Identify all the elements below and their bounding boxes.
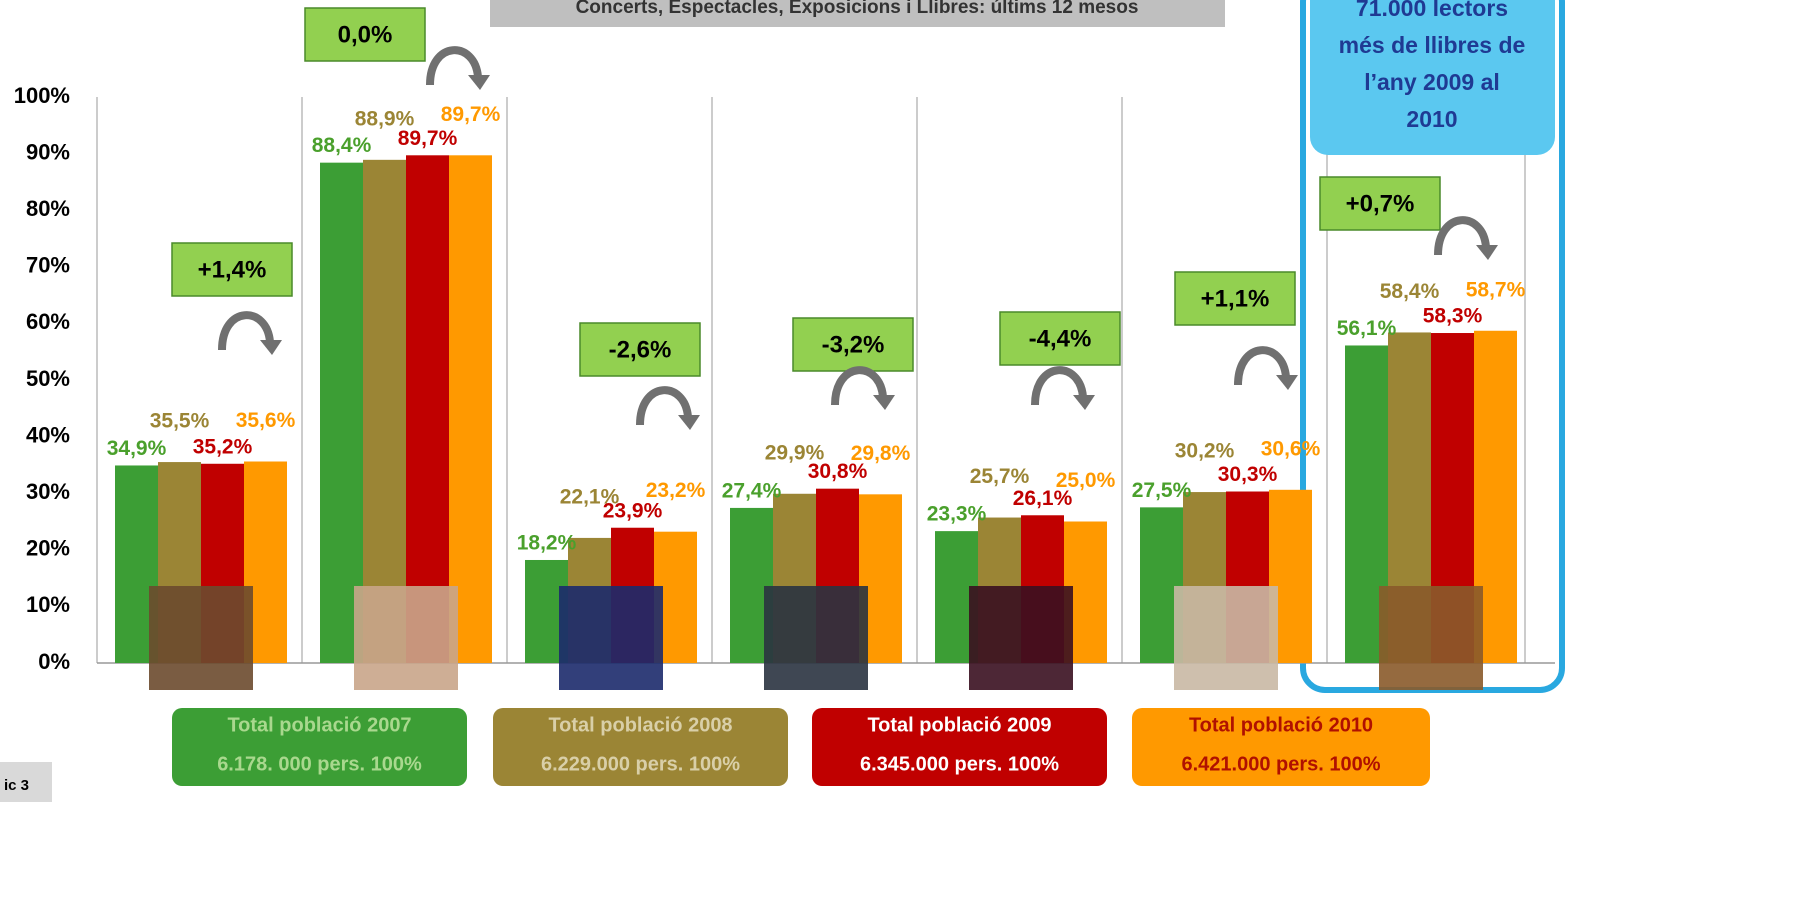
value-label: 25,7%	[970, 465, 1030, 488]
y-tick-label: 20%	[26, 536, 70, 561]
value-label: 89,7%	[398, 127, 458, 150]
value-label: 27,5%	[1132, 479, 1192, 502]
value-label: 30,2%	[1175, 440, 1235, 463]
change-box	[304, 7, 426, 62]
change-box	[579, 322, 701, 377]
title-box	[490, 0, 1225, 27]
y-tick-label: 90%	[26, 139, 70, 164]
change-arrowhead	[873, 395, 895, 410]
legend-note: 6.229.000 pers. 100%	[541, 753, 740, 775]
change-box	[999, 311, 1121, 366]
picture	[1174, 586, 1278, 690]
bar	[449, 155, 492, 663]
change-arrow	[831, 366, 887, 406]
change-arrow	[636, 386, 692, 426]
change-box	[1174, 271, 1296, 326]
value-label: 29,8%	[851, 442, 911, 465]
chart-title: Concerts, Espectacles, Exposicions i Lli…	[576, 0, 1139, 18]
value-label: 25,0%	[1056, 469, 1116, 492]
value-label: 30,3%	[1218, 463, 1278, 486]
value-label: 56,1%	[1337, 317, 1397, 340]
change-arrow	[426, 46, 482, 86]
y-tick-label: 30%	[26, 479, 70, 504]
change-arrow	[1234, 346, 1290, 386]
value-label: 29,9%	[765, 441, 825, 464]
value-label: 58,7%	[1466, 278, 1526, 301]
value-label: 35,6%	[236, 409, 296, 432]
footer-box	[0, 762, 52, 802]
value-label: 88,9%	[355, 107, 415, 130]
change-arrowhead	[1276, 375, 1298, 390]
callout-text: 71.000 lectors més de llibres de l’any 200…	[1339, 0, 1526, 132]
change-label: +0,7%	[1346, 190, 1415, 217]
legend-box	[1132, 708, 1430, 786]
value-label: 89,7%	[441, 103, 501, 126]
y-tick-label: 0%	[38, 649, 70, 674]
change-label: -4,4%	[1029, 325, 1092, 352]
value-label: 58,3%	[1423, 305, 1483, 328]
value-label: 35,5%	[150, 410, 210, 433]
value-label: 58,4%	[1380, 280, 1440, 303]
value-label: 88,4%	[312, 134, 372, 157]
change-arrowhead	[1476, 245, 1498, 260]
picture	[969, 586, 1073, 690]
picture	[354, 586, 458, 690]
change-box	[171, 242, 293, 297]
y-tick-label: 40%	[26, 422, 70, 447]
legend-note: 6.178. 000 pers. 100%	[217, 753, 422, 775]
value-label: 27,4%	[722, 479, 782, 502]
change-box	[1319, 176, 1441, 231]
legend-label: Total població 2007	[227, 714, 411, 736]
bar	[363, 159, 406, 664]
value-label: 23,3%	[927, 503, 987, 526]
change-arrowhead	[468, 75, 490, 90]
picture	[149, 586, 253, 690]
y-tick-label: 50%	[26, 366, 70, 391]
value-label: 30,8%	[808, 460, 868, 483]
change-arrow	[218, 311, 274, 351]
y-tick-label: 100%	[14, 83, 70, 108]
change-label: +1,1%	[1201, 285, 1270, 312]
callout-box	[1310, 0, 1555, 155]
y-tick-label: 60%	[26, 309, 70, 334]
legend-box	[172, 708, 467, 786]
y-tick-label: 10%	[26, 592, 70, 617]
legend-note: 6.421.000 pers. 100%	[1181, 753, 1380, 775]
change-arrow	[1031, 366, 1087, 406]
change-arrow	[1434, 216, 1490, 256]
change-label: -3,2%	[822, 331, 885, 358]
change-label: +1,4%	[198, 256, 267, 283]
legend-note: 6.345.000 pers. 100%	[860, 753, 1059, 775]
footer: ic 3	[4, 777, 29, 794]
legend-box	[493, 708, 788, 786]
value-label: 23,2%	[646, 479, 706, 502]
legend-label: Total població 2008	[548, 714, 732, 736]
value-label: 35,2%	[193, 435, 253, 458]
change-label: -2,6%	[609, 336, 672, 363]
y-tick-label: 70%	[26, 253, 70, 278]
value-label: 26,1%	[1013, 487, 1073, 510]
value-label: 34,9%	[107, 437, 167, 460]
value-label: 22,1%	[560, 485, 620, 508]
change-arrowhead	[1073, 395, 1095, 410]
y-tick-label: 80%	[26, 196, 70, 221]
change-label: 0,0%	[338, 21, 393, 48]
picture	[1379, 586, 1483, 690]
legend-label: Total població 2009	[867, 714, 1051, 736]
change-arrowhead	[678, 415, 700, 430]
bar	[406, 155, 449, 663]
picture	[559, 586, 663, 690]
legend-label: Total població 2010	[1189, 714, 1373, 736]
change-arrowhead	[260, 340, 282, 355]
value-label: 18,2%	[517, 532, 577, 555]
legend-box	[812, 708, 1107, 786]
picture	[764, 586, 868, 690]
bar	[320, 162, 363, 663]
value-label: 23,9%	[603, 499, 663, 522]
value-label: 30,6%	[1261, 437, 1321, 460]
change-box	[792, 317, 914, 372]
